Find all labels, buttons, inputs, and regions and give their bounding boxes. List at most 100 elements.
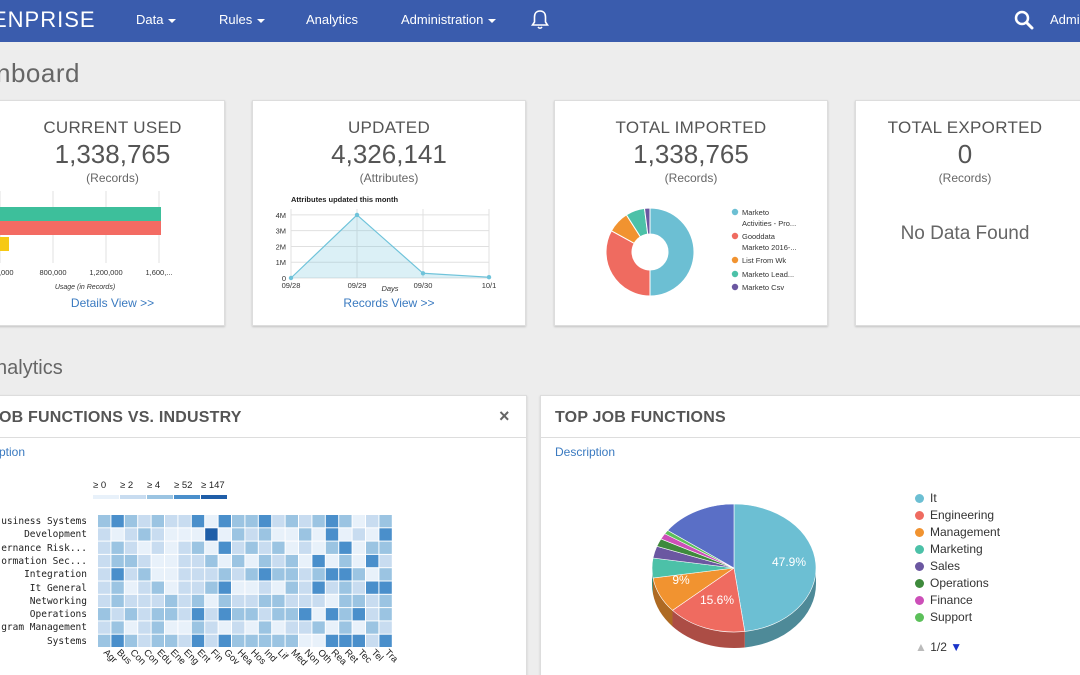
heatmap-cell[interactable] — [325, 594, 339, 608]
heatmap-cell[interactable] — [218, 621, 231, 634]
heatmap-cell[interactable] — [272, 515, 285, 528]
heatmap-cell[interactable] — [312, 608, 325, 621]
heatmap-cell[interactable] — [151, 581, 164, 594]
heatmap-cell[interactable] — [165, 554, 178, 568]
nav-administration-menu[interactable]: Administration — [401, 12, 497, 27]
legend-item[interactable]: Marketing — [915, 542, 983, 556]
heatmap-cell[interactable] — [124, 594, 138, 608]
close-icon[interactable]: × — [499, 406, 510, 426]
heatmap-cell[interactable] — [205, 594, 218, 608]
heatmap-cell[interactable] — [98, 581, 111, 594]
heatmap-cell[interactable] — [245, 515, 258, 528]
heatmap-cell[interactable] — [299, 621, 312, 634]
heatmap-cell[interactable] — [379, 515, 392, 528]
heatmap-cell[interactable] — [191, 608, 205, 621]
heatmap-cell[interactable] — [272, 608, 285, 621]
heatmap-cell[interactable] — [111, 568, 124, 581]
heatmap-cell[interactable] — [325, 621, 339, 634]
nav-analytics-link[interactable]: Analytics — [306, 12, 358, 27]
bell-icon[interactable] — [530, 9, 550, 36]
heatmap-cell[interactable] — [205, 515, 218, 528]
heatmap-cell[interactable] — [124, 634, 138, 647]
heatmap-cell[interactable] — [178, 634, 191, 647]
legend-item[interactable]: Management — [915, 525, 1000, 539]
heatmap-cell[interactable] — [245, 581, 258, 594]
heatmap-cell[interactable] — [178, 621, 191, 634]
heatmap-cell[interactable] — [151, 634, 164, 647]
heatmap-cell[interactable] — [111, 515, 124, 528]
heatmap-cell[interactable] — [138, 608, 151, 621]
heatmap-cell[interactable] — [205, 528, 218, 541]
heatmap-cell[interactable] — [299, 541, 312, 554]
heatmap-cell[interactable] — [191, 554, 205, 568]
heatmap-cell[interactable] — [232, 541, 245, 554]
heatmap-cell[interactable] — [232, 608, 245, 621]
heatmap-cell[interactable] — [191, 594, 205, 608]
heatmap-cell[interactable] — [325, 541, 339, 554]
heatmap-cell[interactable] — [98, 594, 111, 608]
heatmap-cell[interactable] — [191, 541, 205, 554]
user-menu[interactable]: Admi — [1050, 12, 1080, 27]
heatmap-cell[interactable] — [151, 621, 164, 634]
heatmap-cell[interactable] — [352, 634, 365, 647]
heatmap-cell[interactable] — [165, 621, 178, 634]
heatmap-cell[interactable] — [352, 528, 365, 541]
heatmap-cell[interactable] — [151, 568, 164, 581]
heatmap-cell[interactable] — [218, 528, 231, 541]
heatmap-cell[interactable] — [191, 515, 205, 528]
heatmap-cell[interactable] — [312, 594, 325, 608]
heatmap-cell[interactable] — [312, 634, 325, 647]
heatmap-cell[interactable] — [379, 608, 392, 621]
heatmap-cell[interactable] — [165, 515, 178, 528]
heatmap-cell[interactable] — [272, 621, 285, 634]
heatmap-cell[interactable] — [379, 634, 392, 647]
heatmap-cell[interactable] — [272, 554, 285, 568]
heatmap-cell[interactable] — [339, 528, 352, 541]
heatmap-cell[interactable] — [191, 581, 205, 594]
heatmap-cell[interactable] — [218, 515, 231, 528]
heatmap-cell[interactable] — [312, 528, 325, 541]
heatmap-cell[interactable] — [352, 621, 365, 634]
heatmap-cell[interactable] — [366, 621, 379, 634]
heatmap-cell[interactable] — [272, 581, 285, 594]
heatmap-cell[interactable] — [366, 568, 379, 581]
nav-data-menu[interactable]: Data — [136, 12, 177, 27]
heatmap-cell[interactable] — [339, 515, 352, 528]
legend-item[interactable]: Support — [915, 610, 972, 624]
heatmap-cell[interactable] — [299, 634, 312, 647]
heatmap-cell[interactable] — [366, 515, 379, 528]
heatmap-cell[interactable] — [178, 568, 191, 581]
heatmap-cell[interactable] — [272, 594, 285, 608]
details-view-link[interactable]: Details View >> — [70, 296, 155, 310]
heatmap-cell[interactable] — [232, 554, 245, 568]
heatmap-cell[interactable] — [124, 608, 138, 621]
heatmap-cell[interactable] — [111, 528, 124, 541]
heatmap-cell[interactable] — [165, 594, 178, 608]
heatmap-cell[interactable] — [299, 608, 312, 621]
heatmap-cell[interactable] — [379, 621, 392, 634]
heatmap-cell[interactable] — [178, 608, 191, 621]
heatmap-cell[interactable] — [191, 621, 205, 634]
heatmap-cell[interactable] — [124, 568, 138, 581]
heatmap-cell[interactable] — [285, 568, 298, 581]
heatmap-cell[interactable] — [339, 634, 352, 647]
heatmap-cell[interactable] — [232, 568, 245, 581]
heatmap-cell[interactable] — [245, 528, 258, 541]
heatmap-cell[interactable] — [165, 634, 178, 647]
heatmap-cell[interactable] — [285, 608, 298, 621]
heatmap-cell[interactable] — [165, 568, 178, 581]
heatmap-cell[interactable] — [98, 515, 111, 528]
heatmap-cell[interactable] — [245, 621, 258, 634]
heatmap-cell[interactable] — [205, 541, 218, 554]
heatmap-cell[interactable] — [272, 541, 285, 554]
heatmap-cell[interactable] — [98, 634, 111, 647]
heatmap-cell[interactable] — [232, 515, 245, 528]
heatmap-cell[interactable] — [285, 581, 298, 594]
heatmap-cell[interactable] — [312, 581, 325, 594]
heatmap-cell[interactable] — [285, 634, 298, 647]
heatmap-cell[interactable] — [245, 634, 258, 647]
heatmap-cell[interactable] — [325, 608, 339, 621]
heatmap-cell[interactable] — [191, 528, 205, 541]
heatmap-cell[interactable] — [218, 581, 231, 594]
heatmap-cell[interactable] — [124, 554, 138, 568]
